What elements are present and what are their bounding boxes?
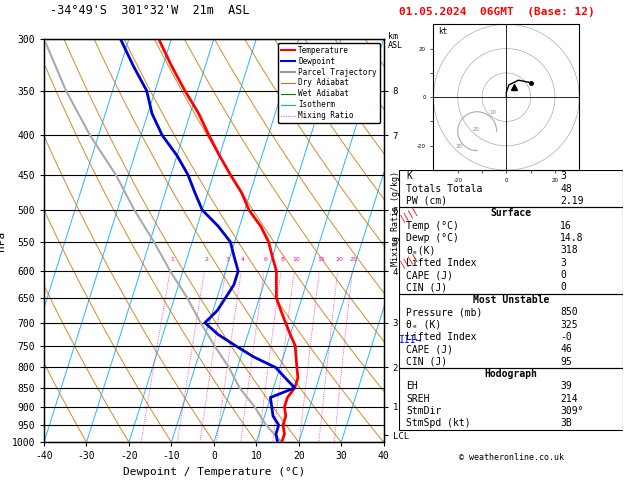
Text: 214: 214: [560, 394, 578, 403]
X-axis label: Dewpoint / Temperature (°C): Dewpoint / Temperature (°C): [123, 467, 305, 477]
Text: Pressure (mb): Pressure (mb): [406, 307, 482, 317]
Text: 39: 39: [560, 382, 572, 391]
Text: 309°: 309°: [560, 406, 584, 416]
Text: 1: 1: [170, 257, 174, 262]
Text: 3B: 3B: [560, 418, 572, 428]
Y-axis label: hPa: hPa: [0, 230, 6, 251]
Text: 325: 325: [560, 319, 578, 330]
Text: 10: 10: [489, 110, 496, 115]
Text: 25: 25: [350, 257, 357, 262]
Text: Temp (°C): Temp (°C): [406, 221, 459, 231]
Text: PW (cm): PW (cm): [406, 196, 447, 206]
Text: 318: 318: [560, 245, 578, 255]
Text: CAPE (J): CAPE (J): [406, 344, 453, 354]
Text: EH: EH: [406, 382, 418, 391]
Legend: Temperature, Dewpoint, Parcel Trajectory, Dry Adiabat, Wet Adiabat, Isotherm, Mi: Temperature, Dewpoint, Parcel Trajectory…: [278, 43, 380, 123]
Text: θₑ(K): θₑ(K): [406, 245, 435, 255]
Text: K: K: [406, 171, 412, 181]
Text: ||||: ||||: [399, 205, 421, 223]
Text: 3: 3: [225, 257, 230, 262]
Text: 850: 850: [560, 307, 578, 317]
Text: 2: 2: [204, 257, 208, 262]
Text: -0: -0: [560, 332, 572, 342]
Text: 46: 46: [560, 344, 572, 354]
Text: CIN (J): CIN (J): [406, 282, 447, 293]
Text: 01.05.2024  06GMT  (Base: 12): 01.05.2024 06GMT (Base: 12): [399, 7, 595, 17]
Text: Lifted Index: Lifted Index: [406, 258, 477, 268]
Bar: [399, 368, 623, 430]
Text: 14.8: 14.8: [560, 233, 584, 243]
Text: Surface: Surface: [491, 208, 532, 218]
Bar: [399, 207, 623, 294]
Text: CIN (J): CIN (J): [406, 357, 447, 366]
Text: 15: 15: [317, 257, 325, 262]
Text: 30: 30: [455, 144, 462, 149]
Text: kt: kt: [438, 27, 448, 36]
Text: 4: 4: [241, 257, 245, 262]
Text: © weatheronline.co.uk: © weatheronline.co.uk: [459, 453, 564, 462]
Text: ||||: ||||: [399, 251, 421, 269]
Text: CAPE (J): CAPE (J): [406, 270, 453, 280]
Text: SREH: SREH: [406, 394, 430, 403]
Text: Most Unstable: Most Unstable: [473, 295, 549, 305]
Text: 20: 20: [335, 257, 343, 262]
Text: 16: 16: [560, 221, 572, 231]
Text: StmDir: StmDir: [406, 406, 442, 416]
Text: 0: 0: [560, 270, 566, 280]
Text: 8: 8: [281, 257, 284, 262]
Text: Dewp (°C): Dewp (°C): [406, 233, 459, 243]
Text: km
ASL: km ASL: [388, 32, 403, 50]
Text: 95: 95: [560, 357, 572, 366]
Text: 0: 0: [560, 282, 566, 293]
Text: 3: 3: [560, 171, 566, 181]
Text: StmSpd (kt): StmSpd (kt): [406, 418, 470, 428]
Text: Mixing Ratio (g/kg): Mixing Ratio (g/kg): [391, 171, 399, 266]
Text: 6: 6: [264, 257, 268, 262]
Text: Totals Totala: Totals Totala: [406, 184, 482, 193]
Text: Lifted Index: Lifted Index: [406, 332, 477, 342]
Text: 10: 10: [292, 257, 299, 262]
Text: 48: 48: [560, 184, 572, 193]
Text: Hodograph: Hodograph: [484, 369, 538, 379]
Text: 20: 20: [472, 127, 479, 132]
Text: -34°49'S  301°32'W  21m  ASL: -34°49'S 301°32'W 21m ASL: [50, 4, 250, 17]
Bar: [399, 170, 623, 207]
Text: III→: III→: [399, 335, 422, 345]
Bar: [399, 294, 623, 368]
Text: 3: 3: [560, 258, 566, 268]
Text: θₑ (K): θₑ (K): [406, 319, 442, 330]
Text: 2.19: 2.19: [560, 196, 584, 206]
